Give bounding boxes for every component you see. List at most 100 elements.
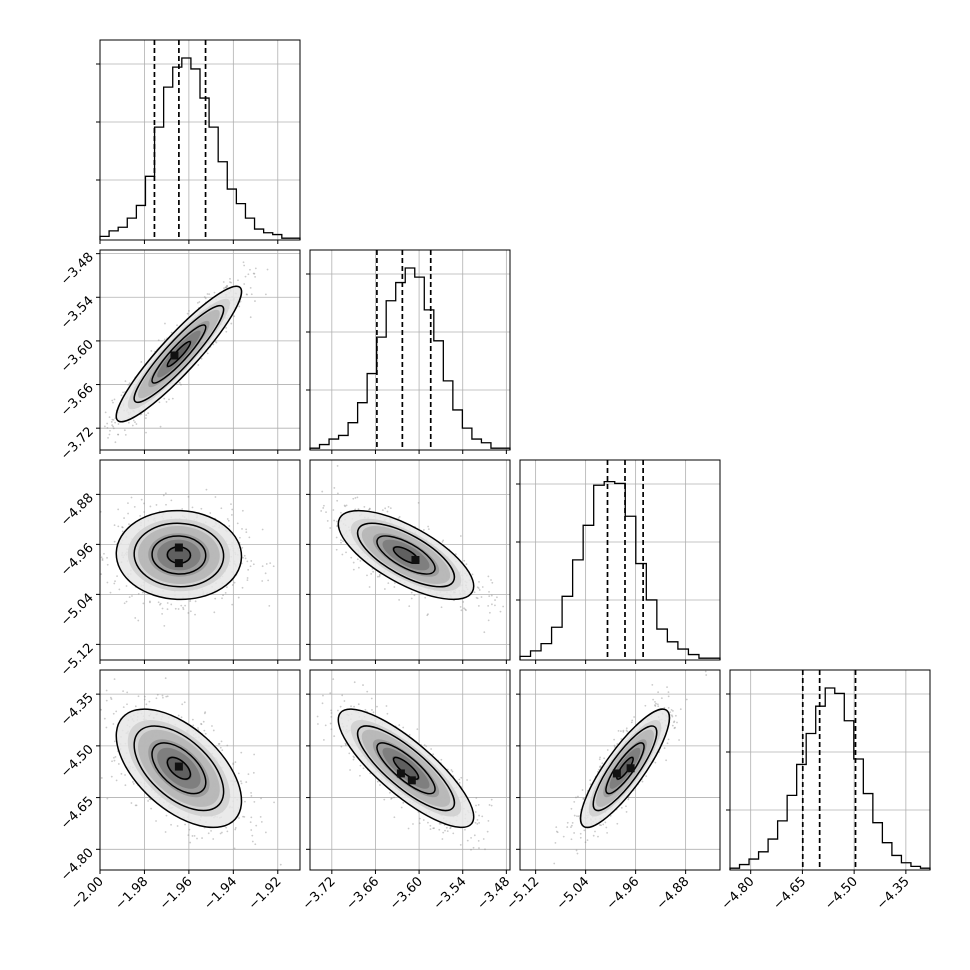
scatter-point — [250, 829, 253, 831]
density-peak — [170, 351, 179, 360]
scatter-point — [478, 589, 481, 591]
scatter-point — [166, 608, 169, 611]
scatter-point — [82, 523, 84, 525]
scatter-point — [438, 828, 441, 831]
scatter-point — [490, 798, 493, 801]
scatter-point — [106, 422, 109, 425]
scatter-point — [573, 832, 576, 834]
scatter-point — [254, 843, 257, 846]
scatter-point — [117, 423, 120, 425]
scatter-point — [371, 709, 373, 711]
scatter-point — [113, 582, 116, 585]
scatter-point — [598, 824, 601, 826]
scatter-point — [350, 556, 353, 559]
scatter-point — [121, 526, 124, 529]
scatter-point — [357, 703, 360, 706]
scatter-point — [163, 397, 166, 400]
scatter-point — [105, 699, 108, 702]
scatter-point — [162, 696, 164, 699]
scatter-point — [463, 607, 465, 610]
scatter-point — [349, 769, 351, 771]
contour-line — [356, 522, 456, 588]
scatter-point — [454, 553, 457, 556]
scatter-point — [109, 591, 112, 594]
scatter-point — [481, 815, 484, 818]
scatter-point — [209, 512, 212, 514]
scatter-point — [427, 528, 430, 531]
scatter-point — [164, 831, 167, 833]
scatter-point — [197, 364, 200, 366]
scatter-point — [486, 830, 489, 833]
contour-line — [115, 708, 243, 829]
scatter-point — [466, 779, 468, 781]
scatter-point — [111, 418, 114, 421]
scatter-point — [143, 698, 146, 701]
scatter-point — [242, 261, 245, 264]
scatter-point — [112, 425, 115, 428]
scatter-point — [430, 748, 433, 750]
scatter-point — [562, 835, 565, 838]
scatter-point — [196, 837, 198, 840]
scatter-point — [170, 499, 173, 502]
scatter-point — [210, 830, 212, 832]
scatter-point — [336, 465, 339, 467]
scatter-point — [268, 604, 271, 607]
scatter-point — [488, 590, 490, 593]
scatter-point — [250, 293, 253, 296]
scatter-point — [408, 605, 411, 608]
scatter-point — [126, 703, 128, 706]
scatter-point — [183, 701, 186, 704]
scatter-point — [104, 411, 107, 414]
density-peak — [407, 776, 416, 785]
scatter-point — [426, 614, 429, 617]
scatter-point — [112, 723, 115, 725]
scatter-point — [322, 504, 325, 507]
scatter-point — [225, 326, 227, 329]
scatter-point — [244, 557, 247, 560]
density-peak — [396, 769, 405, 778]
scatter-point — [359, 774, 361, 777]
scatter-point — [247, 273, 250, 276]
scatter-point — [187, 612, 190, 614]
scatter-point — [249, 268, 251, 271]
scatter-point — [162, 494, 165, 497]
scatter-point — [111, 399, 114, 402]
scatter-point — [214, 597, 217, 600]
scatter-point — [339, 705, 342, 708]
scatter-point — [463, 559, 466, 562]
scatter-point — [222, 594, 224, 597]
scatter-point — [496, 596, 498, 599]
density-peak — [174, 559, 183, 568]
scatter-point — [117, 508, 120, 511]
scatter-point — [135, 804, 138, 807]
scatter-point — [187, 834, 190, 837]
scatter-point — [423, 744, 426, 747]
scatter-point — [340, 539, 342, 542]
scatter-point — [267, 579, 270, 582]
scatter-point — [249, 565, 252, 568]
scatter-point — [343, 504, 346, 507]
scatter-point — [218, 742, 221, 745]
scatter-point — [204, 297, 207, 300]
scatter-point — [128, 523, 130, 526]
scatter-point — [386, 510, 389, 513]
scatter-point — [103, 717, 106, 720]
scatter-point — [149, 505, 152, 508]
scatter-point — [264, 572, 267, 575]
scatter-point — [94, 540, 96, 542]
scatter-point — [236, 522, 239, 525]
scatter-point — [159, 602, 162, 605]
scatter-point — [112, 712, 115, 715]
scatter-point — [393, 796, 395, 799]
scatter-point — [450, 769, 453, 771]
scatter-point — [490, 579, 492, 581]
scatter-point — [112, 418, 115, 421]
scatter-point — [398, 599, 401, 601]
scatter-point — [225, 826, 228, 829]
scatter-point — [466, 839, 469, 842]
scatter-point — [440, 606, 443, 609]
scatter-point — [321, 490, 324, 493]
scatter-point — [149, 601, 151, 604]
scatter-point — [477, 587, 480, 590]
scatter-point — [200, 357, 203, 360]
